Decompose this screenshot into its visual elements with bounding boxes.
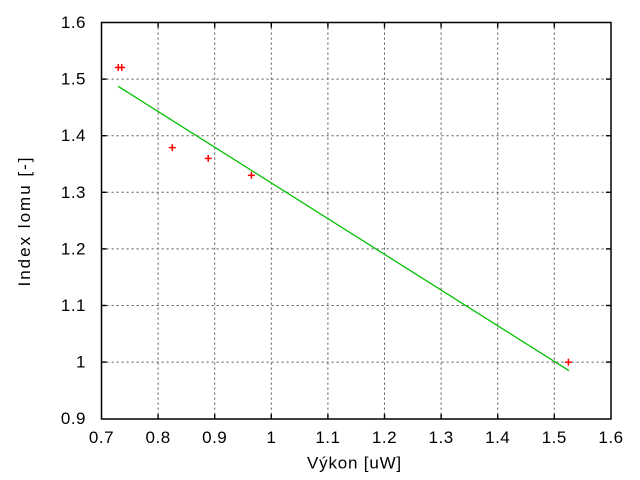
svg-text:1: 1: [76, 353, 86, 372]
svg-text:1.3: 1.3: [429, 428, 454, 447]
svg-text:1.5: 1.5: [61, 70, 86, 89]
svg-text:1.4: 1.4: [485, 428, 510, 447]
svg-text:1.2: 1.2: [372, 428, 397, 447]
svg-text:1.6: 1.6: [61, 13, 86, 32]
svg-text:Index lomu [-]: Index lomu [-]: [15, 156, 34, 287]
svg-text:0.9: 0.9: [61, 409, 86, 428]
svg-text:1.1: 1.1: [61, 296, 86, 315]
svg-text:0.8: 0.8: [146, 428, 171, 447]
svg-text:0.7: 0.7: [89, 428, 114, 447]
svg-text:1.4: 1.4: [61, 126, 86, 145]
svg-text:1.2: 1.2: [61, 239, 86, 258]
svg-text:Výkon [uW]: Výkon [uW]: [307, 454, 402, 473]
svg-text:1.6: 1.6: [598, 428, 623, 447]
svg-text:1.3: 1.3: [61, 183, 86, 202]
svg-text:0.9: 0.9: [202, 428, 227, 447]
svg-text:1: 1: [266, 428, 276, 447]
svg-text:1.1: 1.1: [315, 428, 340, 447]
svg-text:1.5: 1.5: [542, 428, 567, 447]
